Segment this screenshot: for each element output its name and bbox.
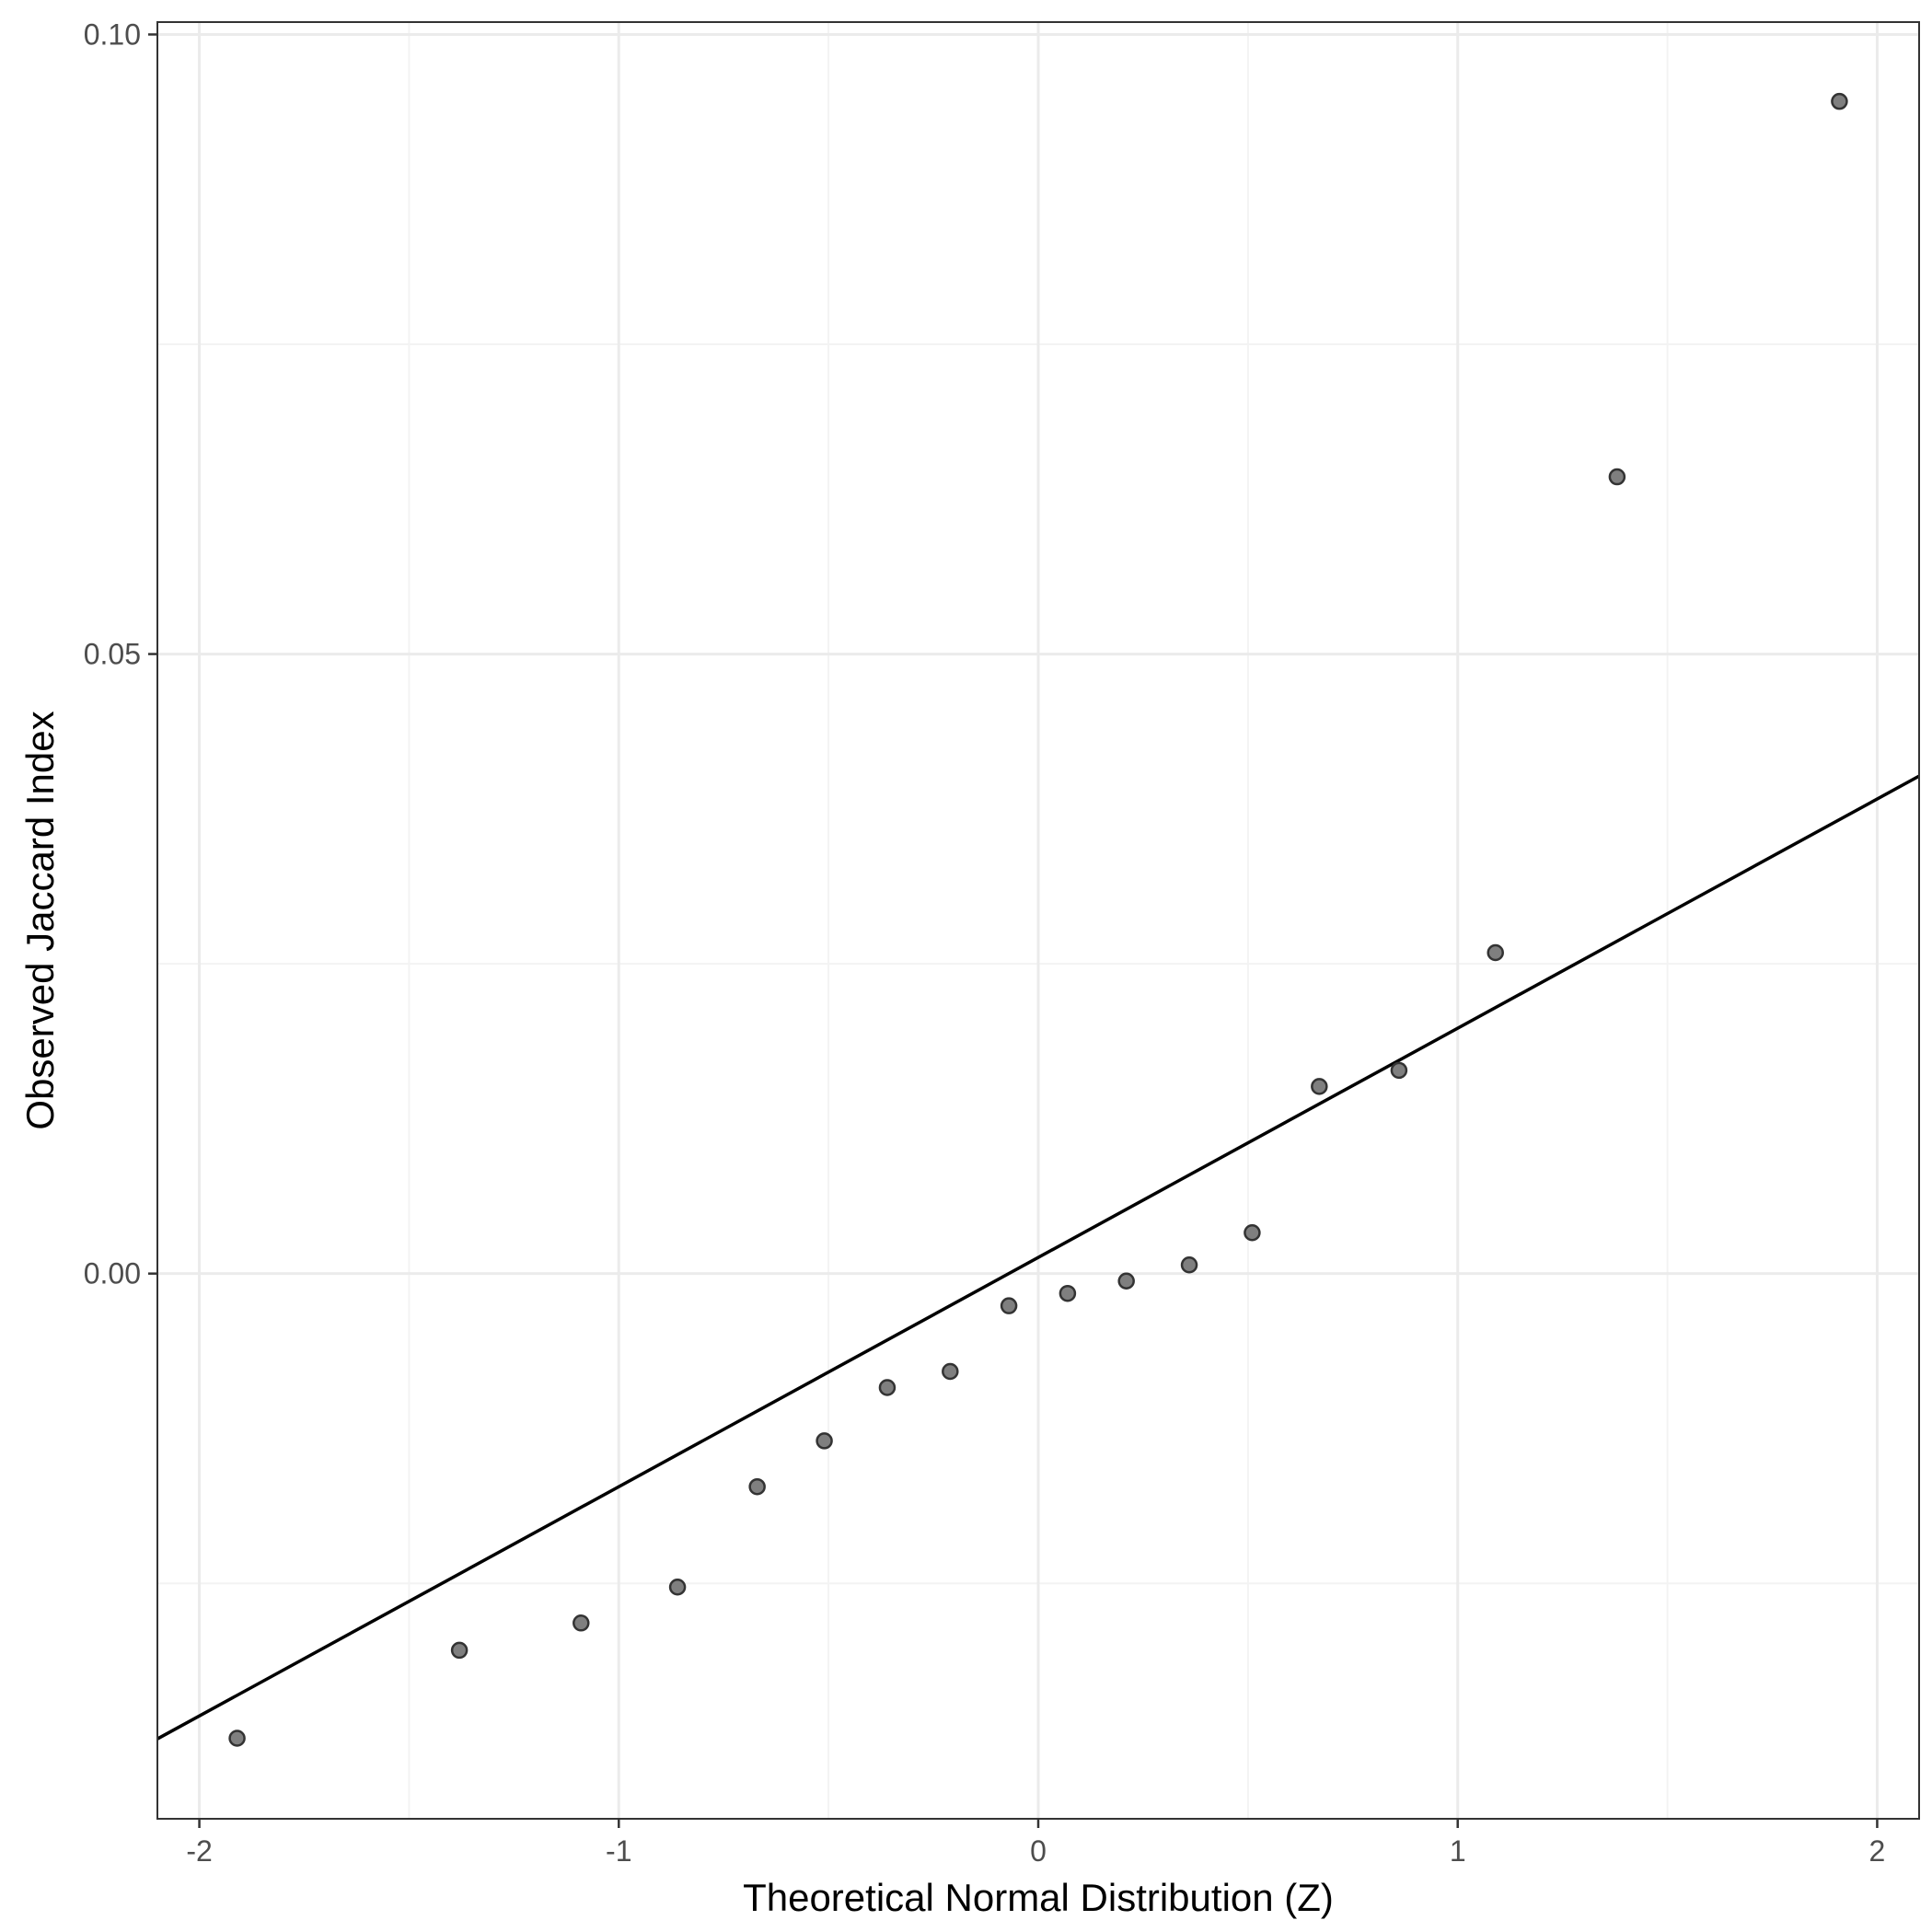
data-point — [668, 1579, 687, 1596]
data-point — [1390, 1061, 1408, 1080]
data-point — [1487, 943, 1504, 962]
data-point — [1117, 1272, 1135, 1290]
reference-line — [157, 774, 1919, 1741]
data-points — [228, 92, 1848, 1747]
data-point — [1059, 1284, 1077, 1302]
grid-major — [157, 22, 1919, 1819]
data-point — [1608, 468, 1626, 486]
data-point — [1000, 1297, 1018, 1314]
data-point — [1831, 92, 1848, 110]
x-tick-label: 1 — [1450, 1834, 1466, 1868]
data-point — [878, 1379, 897, 1396]
x-tick-label: 2 — [1869, 1834, 1886, 1868]
y-axis-ticks: 0.00 0.05 0.10 — [84, 17, 157, 1290]
x-axis-title: Theoretical Normal Distribution (Z) — [743, 1876, 1334, 1919]
data-point — [1244, 1223, 1261, 1242]
data-point — [573, 1614, 590, 1632]
x-tick-label: -1 — [606, 1834, 631, 1868]
y-tick-label: 0.00 — [84, 1257, 141, 1290]
data-point — [816, 1432, 833, 1450]
data-point — [228, 1730, 246, 1747]
y-tick-label: 0.05 — [84, 638, 141, 671]
y-axis-title: Observed Jaccard Index — [18, 711, 62, 1129]
data-point — [1180, 1255, 1198, 1274]
data-point — [450, 1641, 469, 1660]
x-tick-label: 0 — [1030, 1834, 1047, 1868]
y-tick-label: 0.10 — [84, 17, 141, 51]
data-point — [942, 1362, 959, 1381]
data-point — [748, 1477, 766, 1496]
x-axis-ticks: -2 -1 0 1 2 — [186, 1819, 1885, 1868]
data-point — [1311, 1078, 1328, 1095]
x-tick-label: -2 — [186, 1834, 212, 1868]
